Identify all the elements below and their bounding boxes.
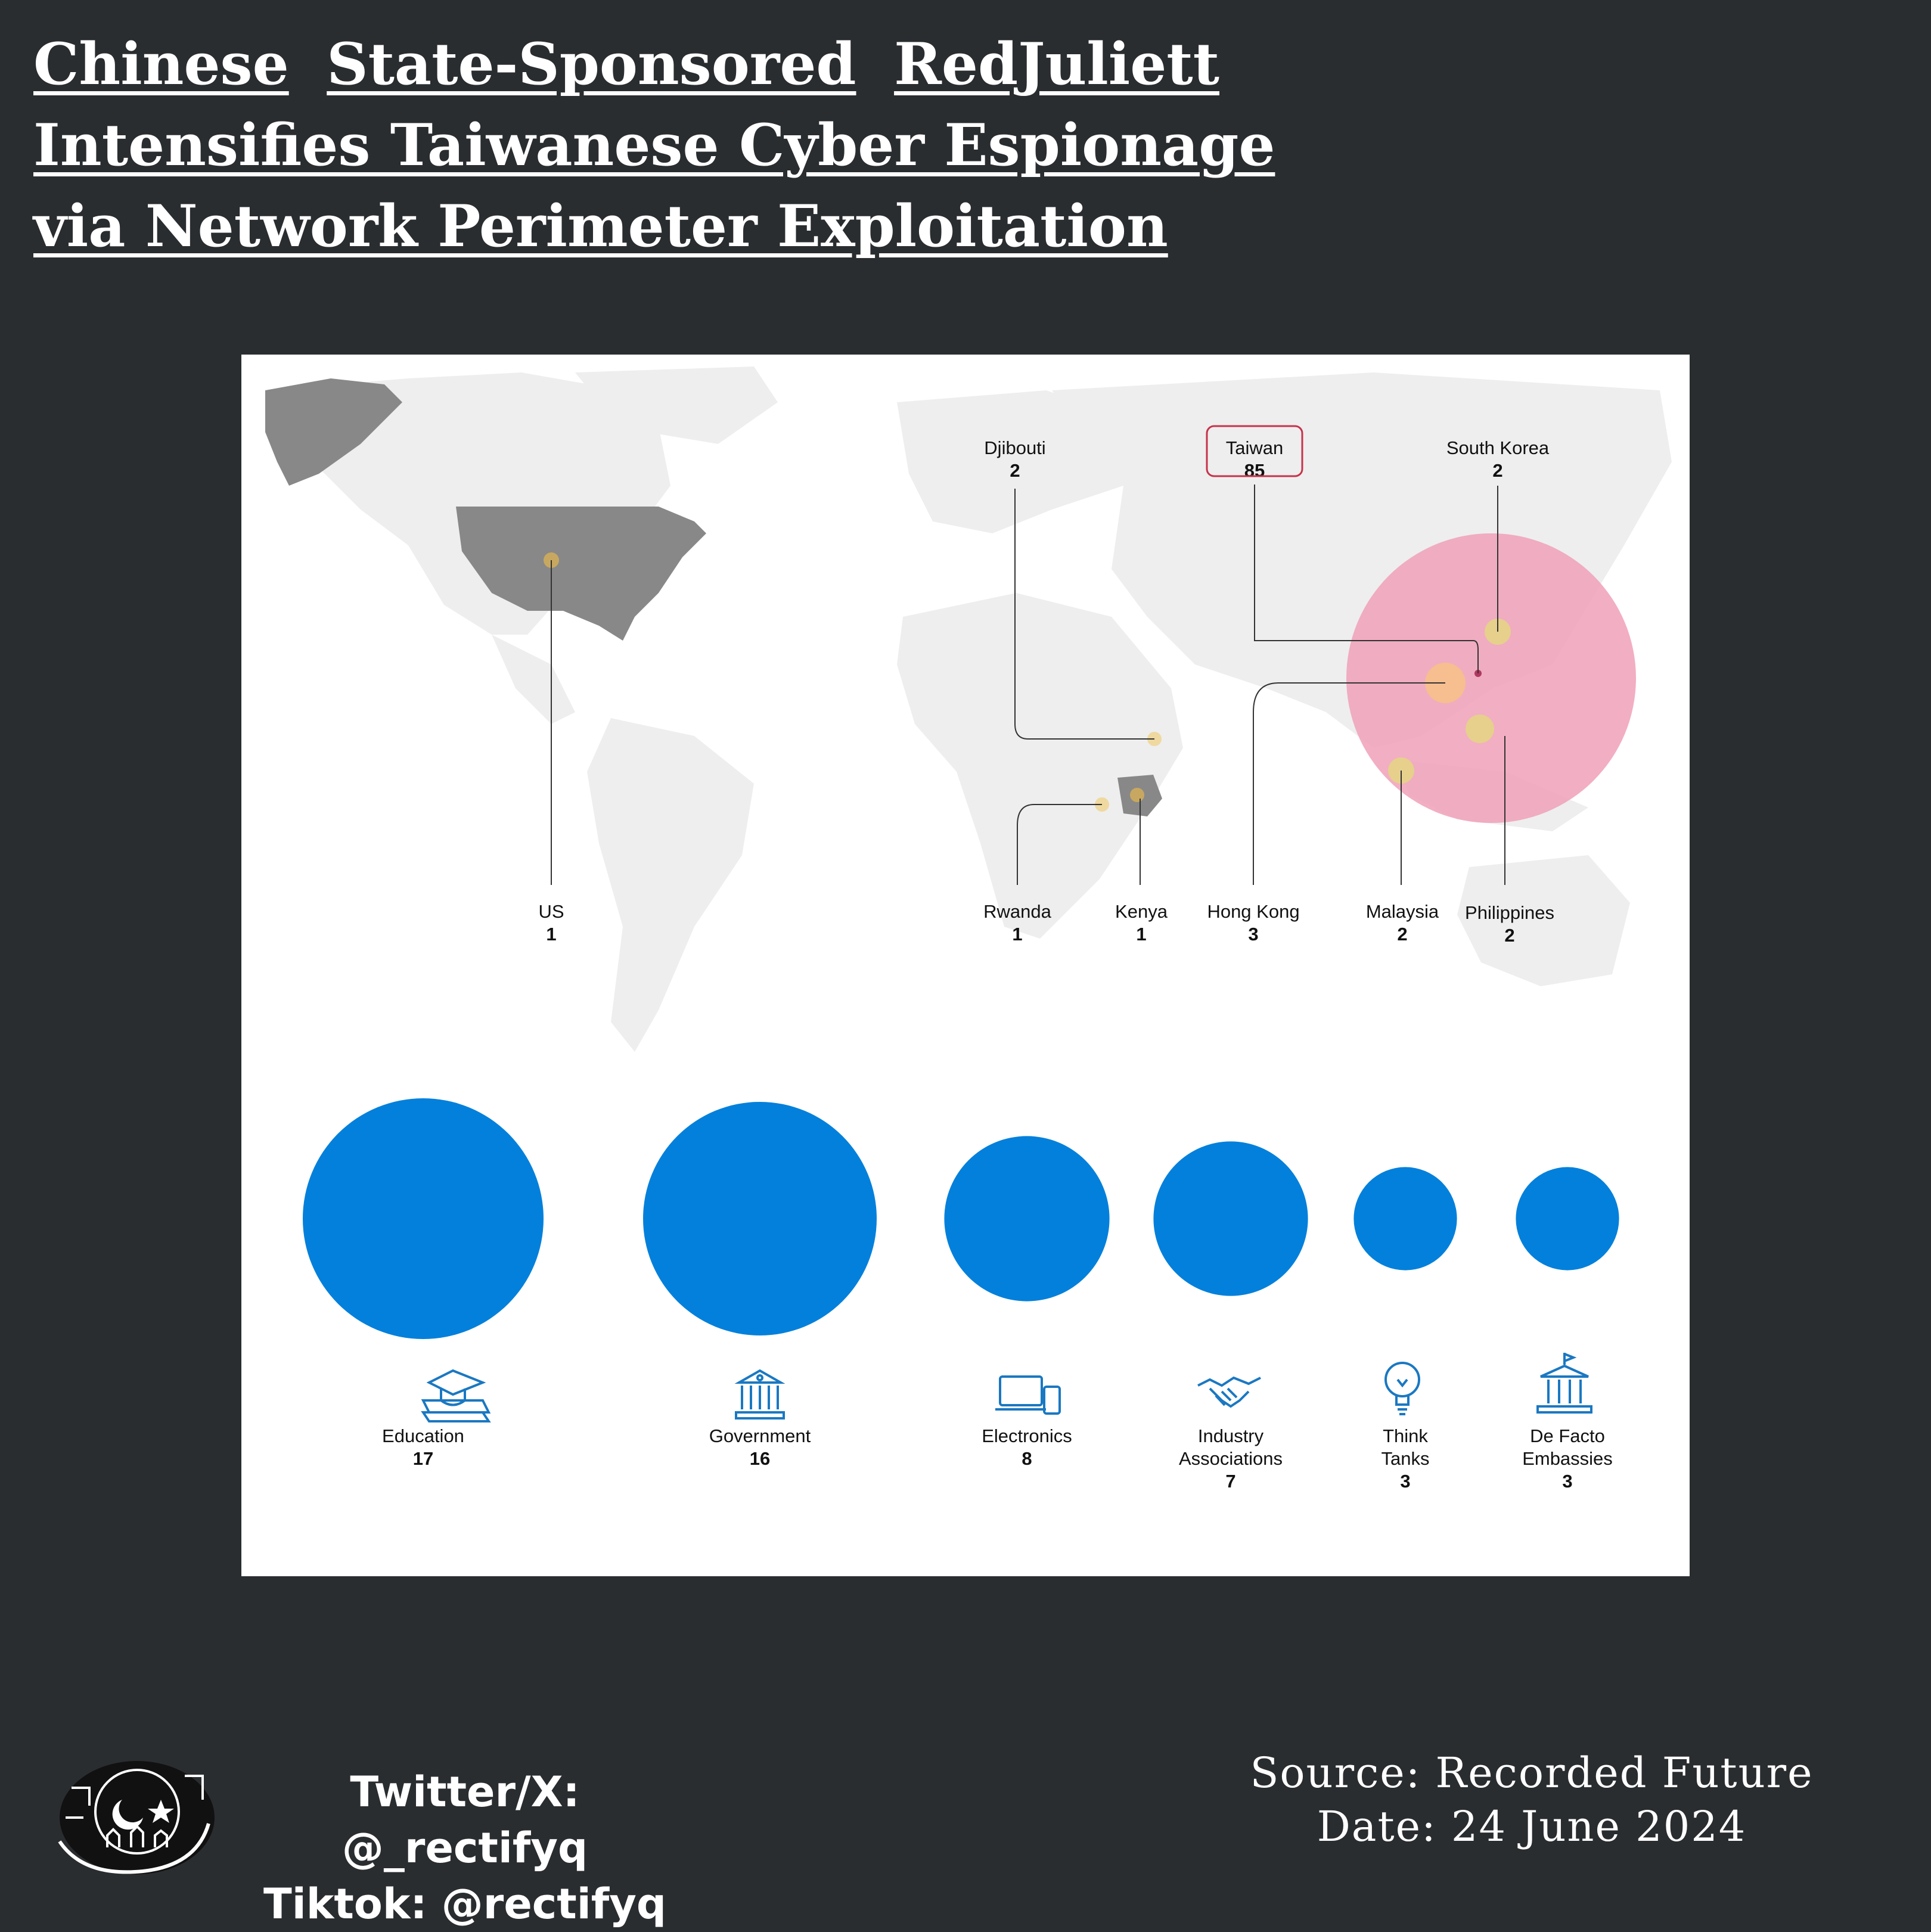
devices-icon [995,1375,1061,1415]
sector-name: Think [1383,1425,1428,1446]
djibouti-count: 2 [1010,460,1020,481]
south-korea-count: 2 [1492,460,1502,481]
taiwan-label-box [1206,425,1303,477]
philippines-label: Philippines [1465,902,1554,923]
sector-name: Industry [1198,1425,1264,1446]
sector-bubble [1516,1167,1619,1271]
sector-name: Embassies [1522,1448,1613,1469]
sector-count: 3 [1400,1471,1410,1492]
rectifyq-logo [58,1761,215,1874]
malaysia-label: Malaysia [1366,901,1439,922]
hong-kong-label: Hong Kong [1207,901,1299,922]
sector-icons [421,1353,1592,1422]
title-word: RedJuliett [894,30,1219,98]
us-country-shape [456,507,706,641]
taiwan-count: 85 [1244,460,1265,481]
source-text: Source: Recorded Future [1250,1748,1814,1797]
sector-name: De Facto [1530,1425,1605,1446]
embassy-icon [1536,1353,1592,1414]
handshake-icon [1197,1376,1261,1408]
social-handles: Twitter/X: @_rectifyq Tiktok: @rectifyq [226,1764,703,1932]
rwanda-label: Rwanda [983,901,1051,922]
sector-count: 7 [1225,1471,1235,1492]
kenya-label: Kenya [1115,901,1168,922]
infographic-panel: US 1 Djibouti 2 Taiwan 85 South Korea 2 Rwanda 1 K… [241,355,1690,1576]
government-building-icon [734,1369,786,1420]
kenya-count: 1 [1136,924,1146,945]
title-word: Chinese [33,30,289,98]
date-text: Date: 24 June 2024 [1317,1802,1747,1851]
sector-name: Associations [1179,1448,1283,1469]
taiwan-label: Taiwan [1226,437,1284,458]
us-count: 1 [546,924,556,945]
title-line-1: Chinese State-Sponsored RedJuliett [33,24,1219,105]
us-label: US [538,901,564,922]
sector-count: 8 [1022,1448,1032,1469]
rwanda-count: 1 [1012,924,1022,945]
sector-bubble [643,1102,877,1335]
sector-bubble [944,1136,1110,1302]
title-line-2: Intensifies Taiwanese Cyber Espionage [33,111,1275,179]
sector-bubble [1353,1167,1457,1271]
philippines-marker [1466,715,1494,743]
lightbulb-icon [1384,1362,1420,1415]
sector-bubbles [303,1098,1619,1339]
sector-name: Government [709,1425,811,1446]
title-line-3: via Network Perimeter Exploitation [33,192,1168,260]
title-word: State-Sponsored [327,30,856,98]
philippines-count: 2 [1504,925,1514,946]
tiktok-handle: Tiktok: @rectifyq [263,1880,666,1928]
twitter-handle: Twitter/X: @_rectifyq [342,1768,588,1872]
sector-count: 16 [750,1448,770,1469]
taiwan-impact-circle [1346,533,1636,823]
sector-name: Tanks [1381,1448,1430,1469]
south-korea-label: South Korea [1446,437,1550,458]
djibouti-label: Djibouti [984,437,1045,458]
alaska-shape [265,378,402,486]
leader-lines [551,484,1505,885]
sector-name: Electronics [982,1425,1072,1446]
kenya-marker [1130,788,1144,802]
page-title: Chinese State-Sponsored RedJuliett Inten… [33,24,1275,267]
sector-bubble [1153,1141,1308,1296]
malaysia-count: 2 [1397,924,1407,945]
source-block: Source: Recorded Future Date: 24 June 20… [1228,1746,1836,1853]
sector-count: 17 [413,1448,433,1469]
hong-kong-count: 3 [1248,924,1258,945]
graduation-cap-icon [421,1369,491,1422]
sector-bubble [303,1098,544,1339]
sector-name: Education [382,1425,464,1446]
sector-count: 3 [1562,1471,1572,1492]
